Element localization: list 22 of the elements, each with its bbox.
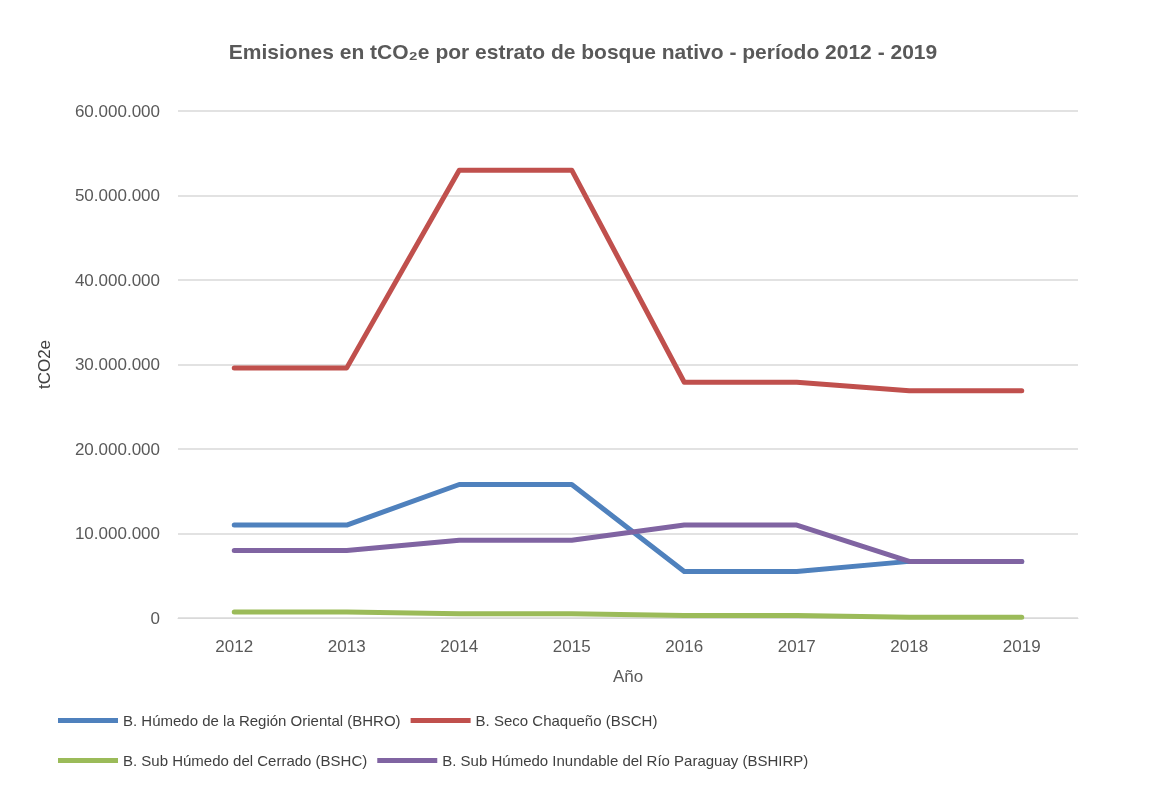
x-tick-label: 2014 [440,637,479,656]
legend-label: B. Sub Húmedo del Cerrado (BSHC) [123,752,368,769]
x-tick-label: 2018 [890,637,929,656]
x-tick-label: 2017 [777,637,816,656]
y-tick-label: 30.000.000 [74,355,160,374]
x-axis-title: Año [612,667,644,686]
y-tick-label: 60.000.000 [74,101,160,121]
chart-title: Emisiones en tCO₂e por estrato de bosque nativo - período 2012 - 2019 [228,40,938,63]
legend-label: B. Sub Húmedo Inundable del Río Paraguay (BSHIRP) [442,752,809,769]
x-tick-label: 2016 [665,637,704,656]
x-tick-label: 2012 [215,637,254,656]
y-tick-label: 10.000.000 [74,524,160,543]
x-tick-label: 2013 [327,637,366,656]
y-axis-title: tCO2e [35,339,54,390]
y-tick-label: 50.000.000 [74,186,160,205]
y-tick-label: 0 [150,608,160,628]
x-tick-label: 2019 [1002,637,1041,656]
legend-label: B. Húmedo de la Región Oriental (BHRO) [123,712,401,729]
y-tick-label: 20.000.000 [74,439,160,459]
y-tick-label: 40.000.000 [74,270,160,290]
legend-label: B. Seco Chaqueño (BSCH) [475,712,658,729]
x-tick-label: 2015 [552,637,591,656]
